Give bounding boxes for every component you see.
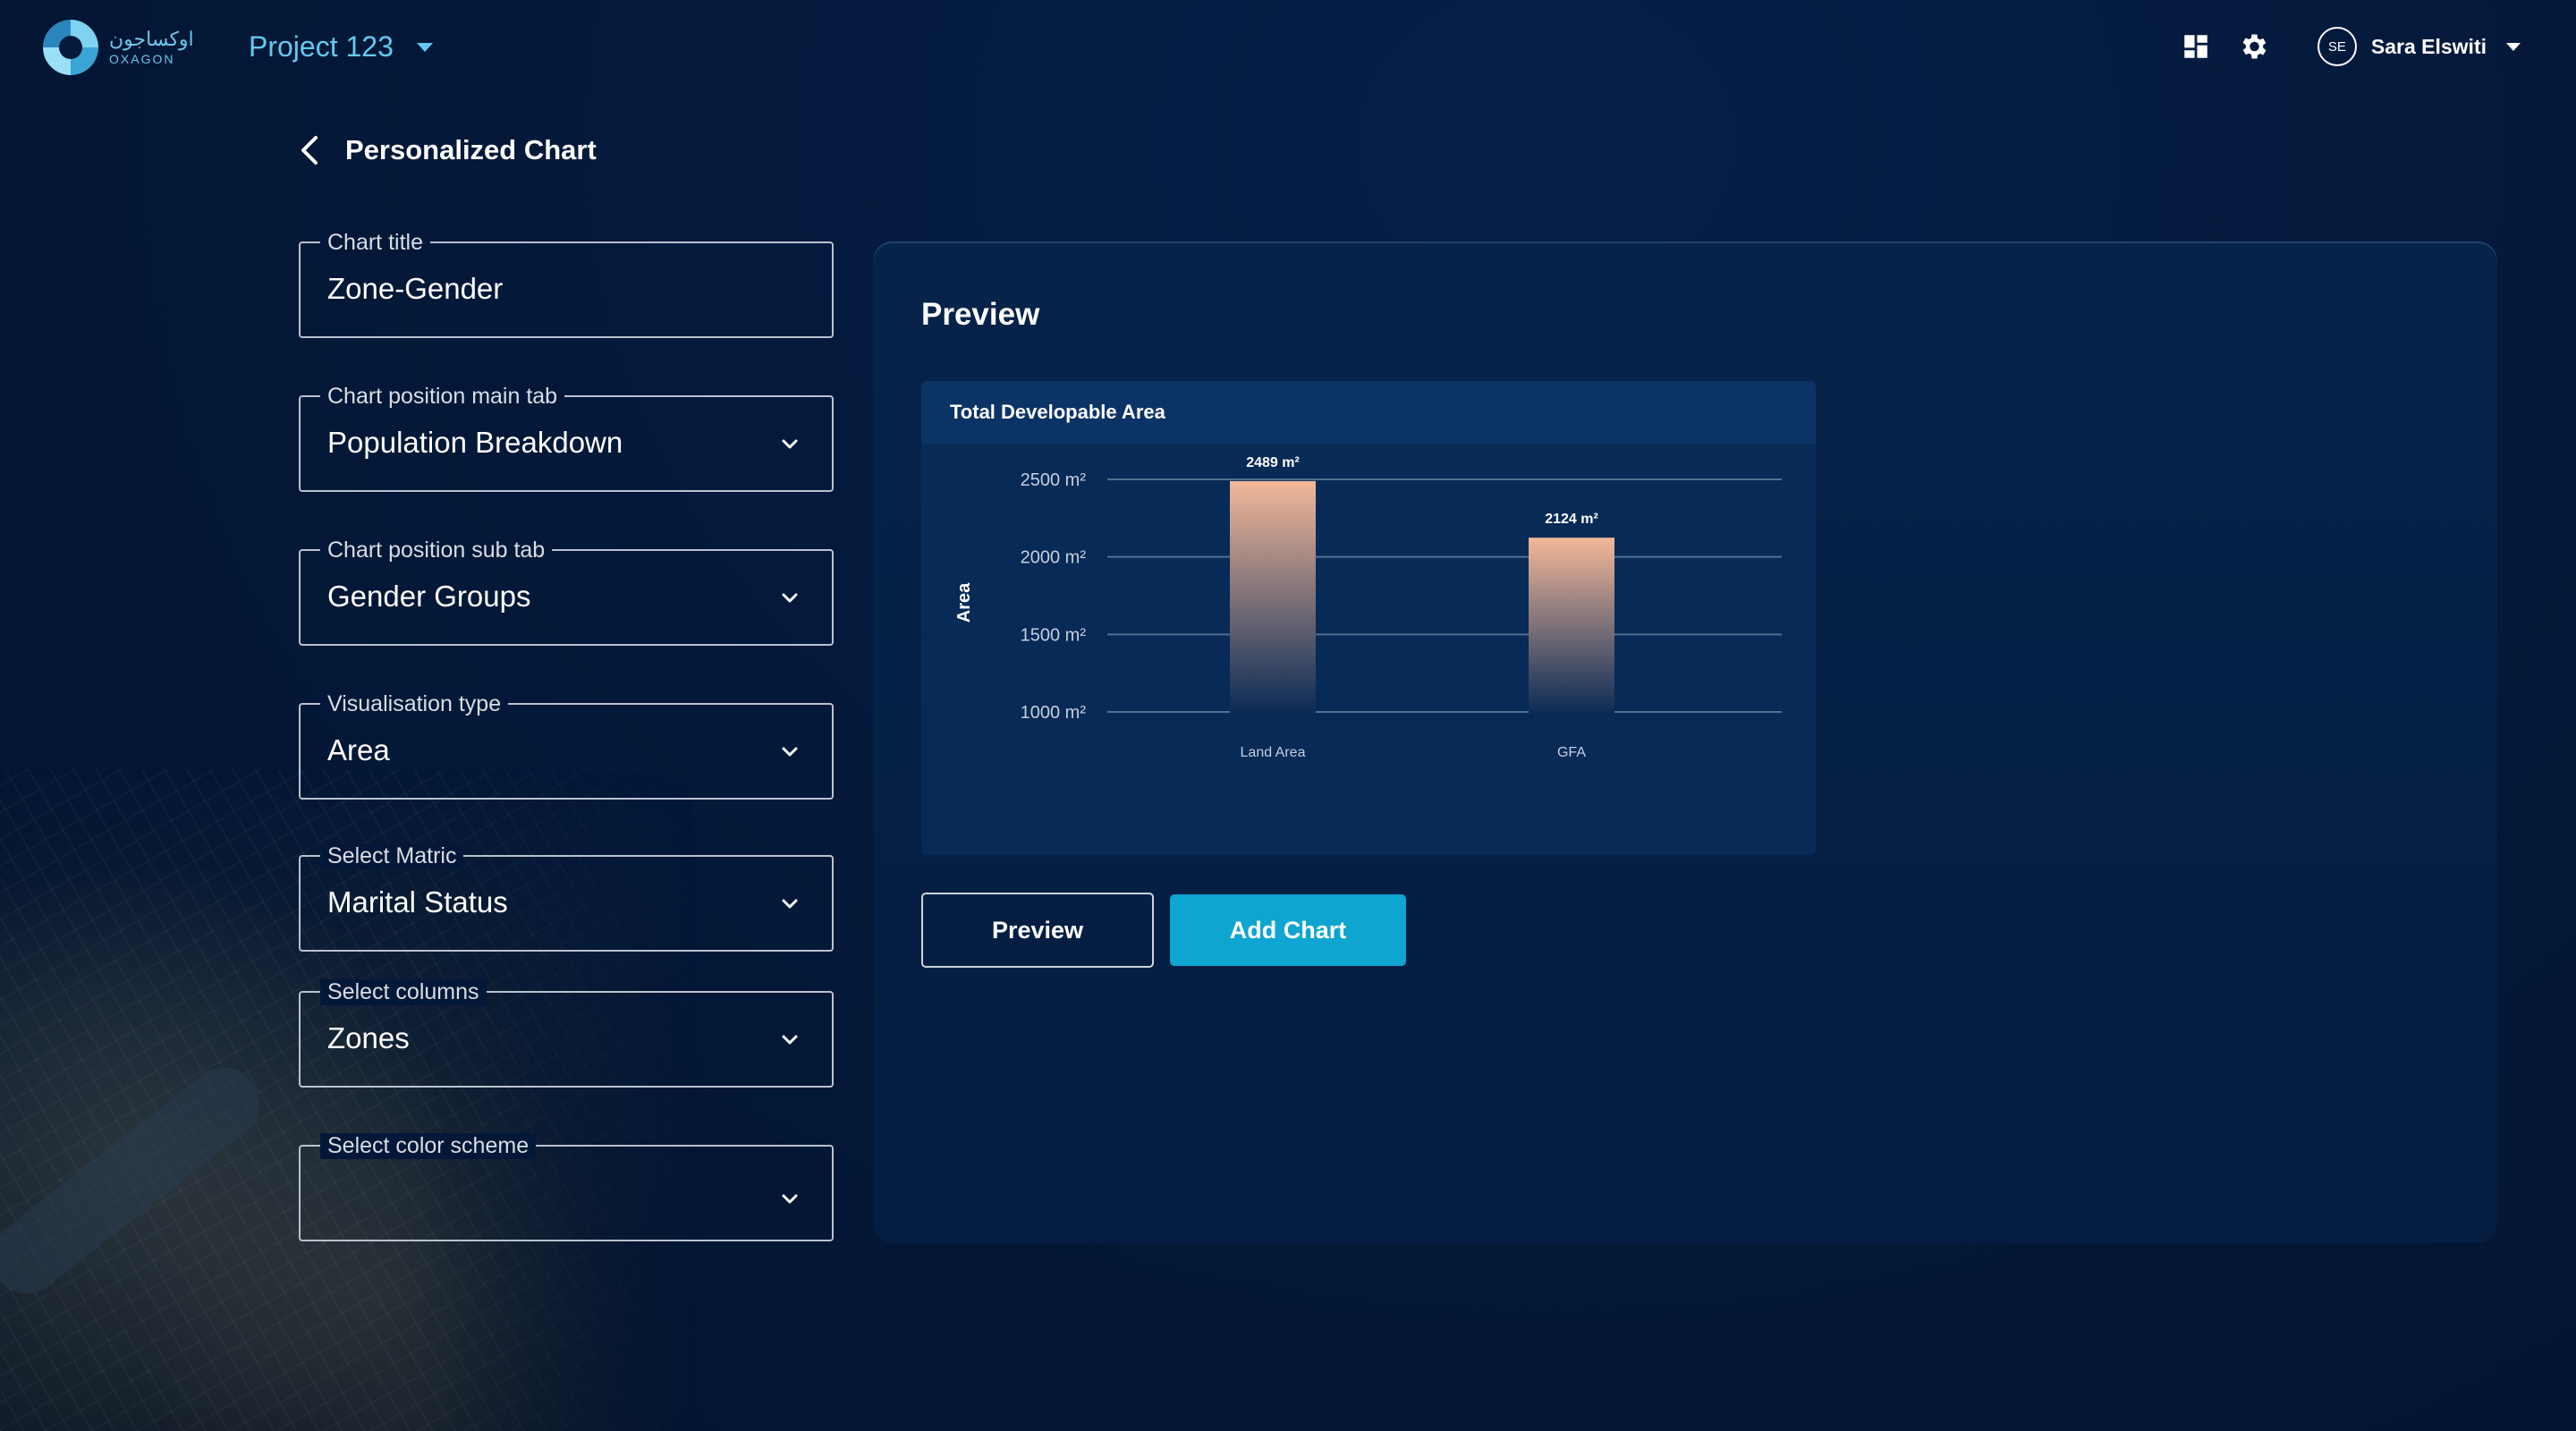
bar-chart: 1000 m² 1500 m² 2000 m² 2500 m² Area 2489 m² L… [954,455,1782,760]
matric-label: Select Matric [320,843,464,869]
chevron-down-icon [782,439,798,449]
page-header: Personalized Chart [293,131,597,170]
chart-title-value: Zone-Gender [327,272,504,305]
caret-down-icon [416,42,433,52]
chevron-down-icon [782,747,798,757]
bar-value-label: 2489 m² [1246,455,1300,470]
x-category-label: GFA [1557,745,1586,760]
visualisation-type-label: Visualisation type [320,691,509,717]
preview-button[interactable]: Preview [921,893,1154,968]
bar-value-label: 2124 m² [1545,512,1598,527]
bar[interactable] [1529,538,1614,714]
chart-title: Total Developable Area [921,381,1816,444]
project-name: Project 123 [249,30,394,63]
oxagon-logo[interactable]: اوكساجون OXAGON [43,20,194,75]
chart-card: Total Developable Area 1000 m² 1500 m² 200… [921,381,1816,855]
sub-tab-select[interactable]: Chart position sub tab Gender Groups [299,538,834,646]
columns-value: Zones [327,1021,410,1054]
project-selector[interactable]: Project 123 [249,30,433,64]
matric-value: Marital Status [327,885,508,919]
chevron-down-icon [782,1035,798,1045]
main-tab-value: Population Breakdown [327,426,623,459]
user-avatar[interactable]: SE [2317,27,2357,66]
page-title: Personalized Chart [345,134,597,165]
sub-tab-label: Chart position sub tab [320,538,553,563]
user-name[interactable]: Sara Elswiti [2370,34,2487,58]
color-scheme-select[interactable]: Select color scheme [299,1133,834,1241]
oxagon-logo-icon [43,20,98,75]
back-arrow-icon[interactable] [293,131,326,170]
add-chart-button[interactable]: Add Chart [1170,894,1406,966]
visualisation-type-value: Area [327,733,390,766]
y-tick-label: 2000 m² [1021,548,1087,568]
chart-title-input[interactable]: Chart title Zone-Gender [299,230,834,338]
settings-gear-icon[interactable] [2233,27,2273,66]
x-category-label: Land Area [1241,745,1306,760]
y-tick-label: 1000 m² [1021,703,1087,723]
main-tab-label: Chart position main tab [320,384,565,410]
chevron-down-icon [782,593,798,603]
preview-title: Preview [921,297,1040,332]
logo-text: اوكساجون OXAGON [109,28,194,66]
dashboard-icon[interactable] [2176,27,2216,66]
y-axis-label: Area [954,582,974,622]
chevron-down-icon [782,1194,798,1204]
columns-select[interactable]: Select columns Zones [299,979,834,1088]
columns-label: Select columns [320,979,487,1005]
main-tab-select[interactable]: Chart position main tab Population Break… [299,384,834,492]
logo-arabic: اوكساجون [109,28,194,50]
top-right-actions: SE Sara Elswiti [2176,27,2521,66]
color-scheme-label: Select color scheme [320,1133,537,1159]
user-menu-caret-icon[interactable] [2506,42,2521,51]
matric-select[interactable]: Select Matric Marital Status [299,843,834,952]
visualisation-type-select[interactable]: Visualisation type Area [299,691,834,800]
logo-english: OXAGON [109,52,175,66]
sub-tab-value: Gender Groups [327,580,531,613]
chart-title-label: Chart title [320,230,430,256]
top-bar: اوكساجون OXAGON Project 123 SE Sara Elsw… [0,0,2576,98]
bar[interactable] [1230,480,1316,714]
preview-panel: Preview Total Developable Area 1000 m² 15… [873,241,2497,1243]
chevron-down-icon [782,899,798,909]
y-tick-label: 1500 m² [1021,625,1087,645]
y-tick-label: 2500 m² [1021,470,1087,490]
city-background-image [0,769,698,1431]
